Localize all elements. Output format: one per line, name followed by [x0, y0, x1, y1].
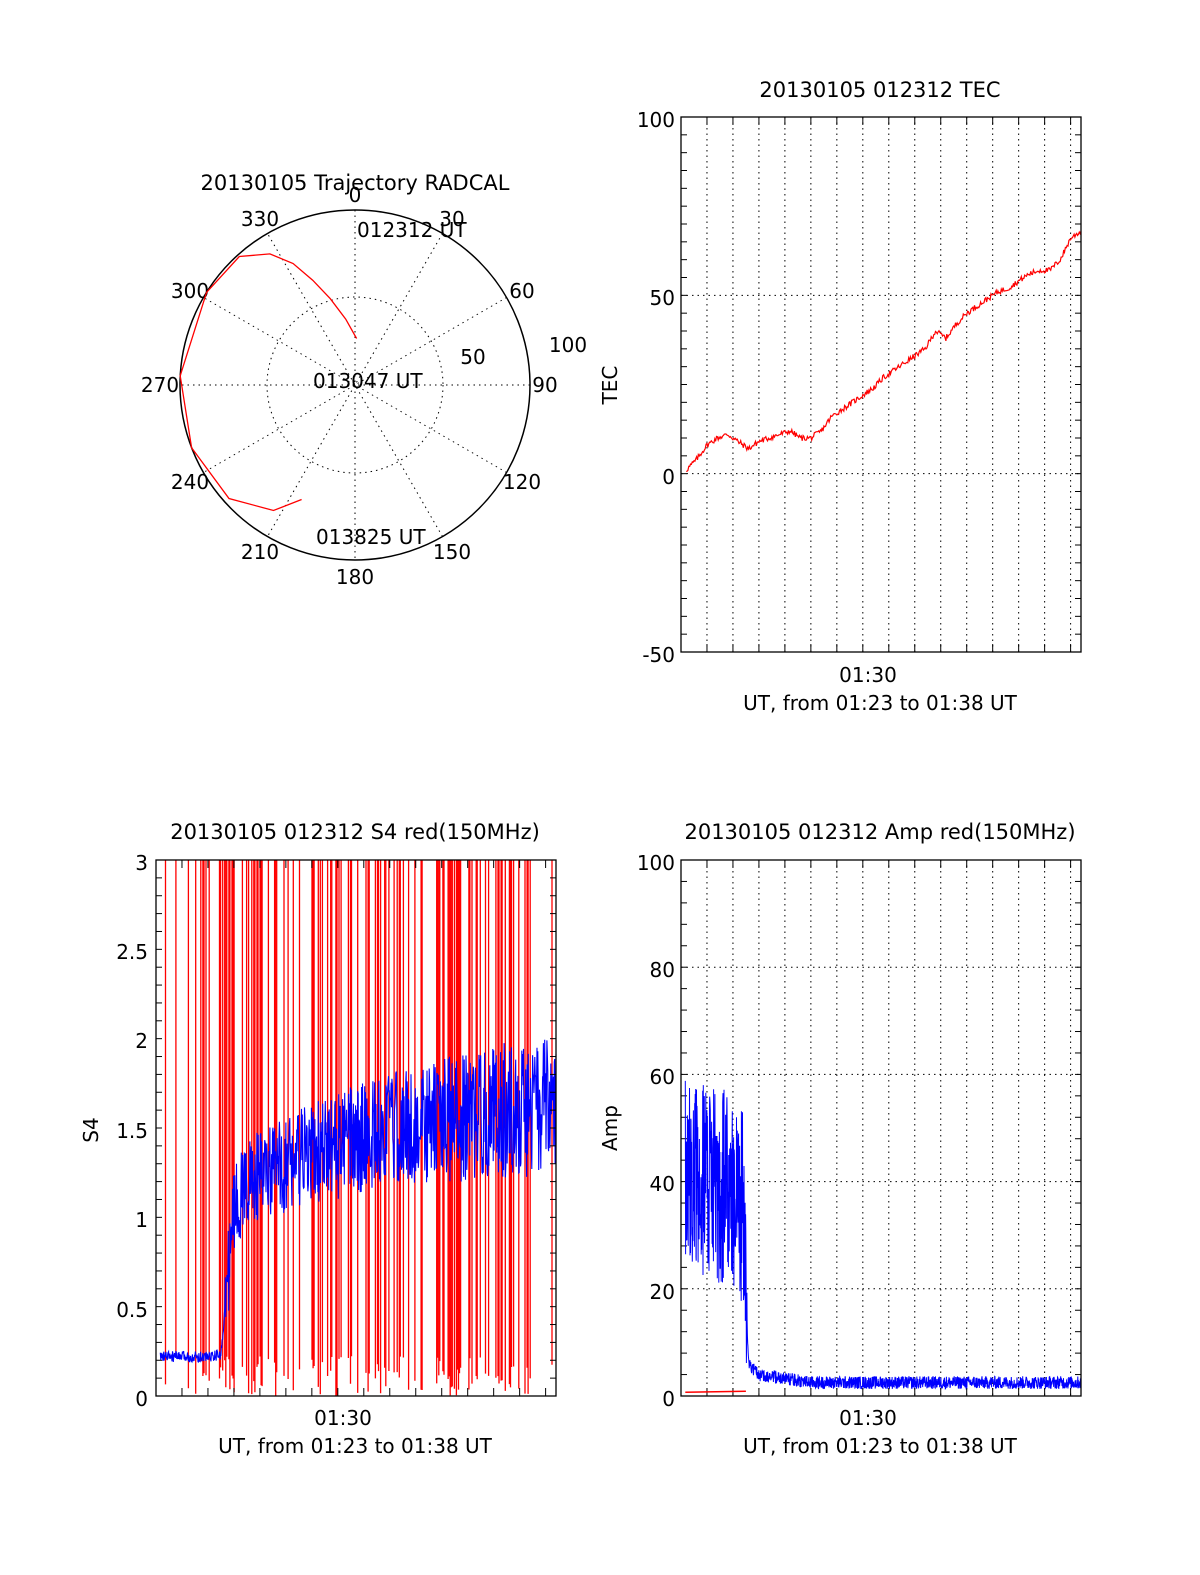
azimuth-label-150: 150 — [433, 540, 471, 564]
s4-xlabel: UT, from 01:23 to 01:38 UT — [218, 1434, 493, 1458]
s4-panel: 20130105 012312 S4 red(150MHz) 3 2.5 2 1… — [79, 820, 557, 1458]
azimuth-label-270: 270 — [141, 373, 179, 397]
amp-xtick-0130: 01:30 — [839, 1406, 897, 1430]
trajectory-mid-label: 013047 UT — [313, 369, 423, 393]
polar-title: 20130105 Trajectory RADCAL — [201, 171, 510, 195]
polar-spoke-120 — [203, 297, 507, 473]
polar-spoke-150 — [267, 233, 443, 537]
amp-ytick-100: 100 — [637, 851, 675, 875]
polar-spokes — [180, 210, 530, 560]
azimuth-label-180: 180 — [336, 565, 374, 589]
s4-ytick-0_5: 0.5 — [116, 1298, 148, 1322]
amp-red-series-line — [685, 1390, 746, 1393]
tec-title: 20130105 012312 TEC — [759, 78, 1000, 102]
s4-title: 20130105 012312 S4 red(150MHz) — [170, 820, 540, 844]
polar-panel: 20130105 Trajectory RADCAL 0 30 60 90 12… — [141, 171, 587, 589]
polar-azimuth-labels: 0 30 60 90 120 150 180 210 240 270 300 3… — [141, 183, 558, 589]
amp-title: 20130105 012312 Amp red(150MHz) — [684, 820, 1075, 844]
azimuth-label-240: 240 — [171, 470, 209, 494]
s4-ytick-3: 3 — [135, 851, 148, 875]
azimuth-label-0: 0 — [349, 183, 362, 207]
tec-series-line — [686, 230, 1082, 472]
s4-ytick-0: 0 — [135, 1387, 148, 1411]
amp-blue-series-line — [684, 1080, 1082, 1390]
tec-ytick-100: 100 — [637, 108, 675, 132]
s4-ylabel: S4 — [79, 1117, 103, 1142]
azimuth-label-330: 330 — [241, 207, 279, 231]
tec-panel: 20130105 012312 TEC 100 50 0 -50 01:30 U… — [598, 78, 1082, 715]
tec-ytick-0: 0 — [662, 465, 675, 489]
tec-ylabel: TEC — [598, 366, 622, 406]
polar-spoke-60 — [203, 297, 507, 473]
amp-plot-frame — [680, 859, 1082, 1397]
tec-xlabel: UT, from 01:23 to 01:38 UT — [743, 691, 1018, 715]
s4-blue-series-line — [159, 1039, 557, 1364]
tec-xtick-0130: 01:30 — [839, 663, 897, 687]
s4-ytick-2_5: 2.5 — [116, 940, 148, 964]
azimuth-label-90: 90 — [532, 373, 557, 397]
azimuth-label-210: 210 — [241, 540, 279, 564]
amp-ytick-40: 40 — [650, 1172, 675, 1196]
azimuth-label-30: 30 — [439, 207, 464, 231]
tec-ytick-minus50: -50 — [642, 643, 675, 667]
tec-grid — [681, 117, 1081, 652]
tec-ytick-50: 50 — [650, 286, 675, 310]
radial-label-100: 100 — [549, 333, 587, 357]
s4-ytick-2: 2 — [135, 1029, 148, 1053]
tec-plot-frame — [680, 116, 1082, 653]
amp-ytick-60: 60 — [650, 1065, 675, 1089]
amp-ytick-0: 0 — [662, 1387, 675, 1411]
radial-label-50: 50 — [460, 345, 485, 369]
polar-mid-circle — [266, 296, 444, 474]
s4-ytick-1: 1 — [135, 1208, 148, 1232]
azimuth-label-60: 60 — [509, 279, 534, 303]
amp-grid — [681, 860, 1081, 1396]
s4-plot-frame — [155, 859, 557, 1397]
tec-minor-ticks — [680, 117, 1081, 652]
trajectory-end-label: 013825 UT — [316, 525, 426, 549]
azimuth-label-300: 300 — [171, 279, 209, 303]
trajectory-line — [179, 253, 358, 512]
azimuth-label-120: 120 — [503, 470, 541, 494]
s4-minor-ticks — [155, 860, 556, 1396]
amp-ytick-80: 80 — [650, 958, 675, 982]
s4-xtick-0130: 01:30 — [314, 1406, 372, 1430]
amp-ytick-20: 20 — [650, 1280, 675, 1304]
polar-spoke-30 — [267, 233, 443, 537]
trajectory-start-label: 012312 UT — [357, 218, 467, 242]
s4-ytick-1_5: 1.5 — [116, 1119, 148, 1143]
amp-ylabel: Amp — [598, 1105, 622, 1151]
amp-panel: 20130105 012312 Amp red(150MHz) 100 80 6… — [598, 820, 1082, 1458]
amp-xlabel: UT, from 01:23 to 01:38 UT — [743, 1434, 1018, 1458]
